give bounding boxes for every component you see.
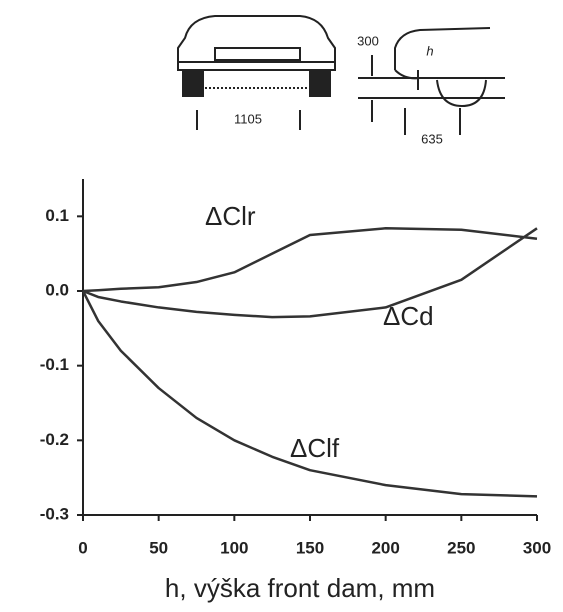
y-tick-label: -0.2 [40, 430, 69, 449]
x-axis-title: h, výška front dam, mm [165, 573, 435, 603]
y-tick-label: -0.1 [40, 355, 69, 374]
y-tick-label: -0.3 [40, 504, 69, 523]
x-tick-label: 150 [296, 538, 324, 557]
length-label: 635 [421, 131, 443, 146]
series-line [82, 227, 538, 293]
x-tick-label: 200 [371, 538, 399, 557]
y-tick-label: 0.1 [45, 206, 69, 225]
y-tick-label: 0.0 [45, 280, 69, 299]
series-label: ΔCd [383, 301, 434, 331]
series-label: ΔClf [290, 433, 340, 463]
height-label: 300 [357, 33, 379, 48]
x-tick-label: 300 [523, 538, 551, 557]
car-front-sketch [177, 15, 336, 130]
series-label: ΔClr [205, 201, 256, 231]
x-tick-label: 100 [220, 538, 248, 557]
x-tick-label: 0 [78, 538, 87, 557]
width-label: 1105 [234, 111, 262, 126]
x-tick-label: 250 [447, 538, 475, 557]
h-label: h [426, 43, 433, 58]
car-side-sketch [358, 27, 505, 135]
x-tick-label: 50 [149, 538, 168, 557]
series-line [81, 290, 538, 498]
series-line [82, 227, 538, 319]
